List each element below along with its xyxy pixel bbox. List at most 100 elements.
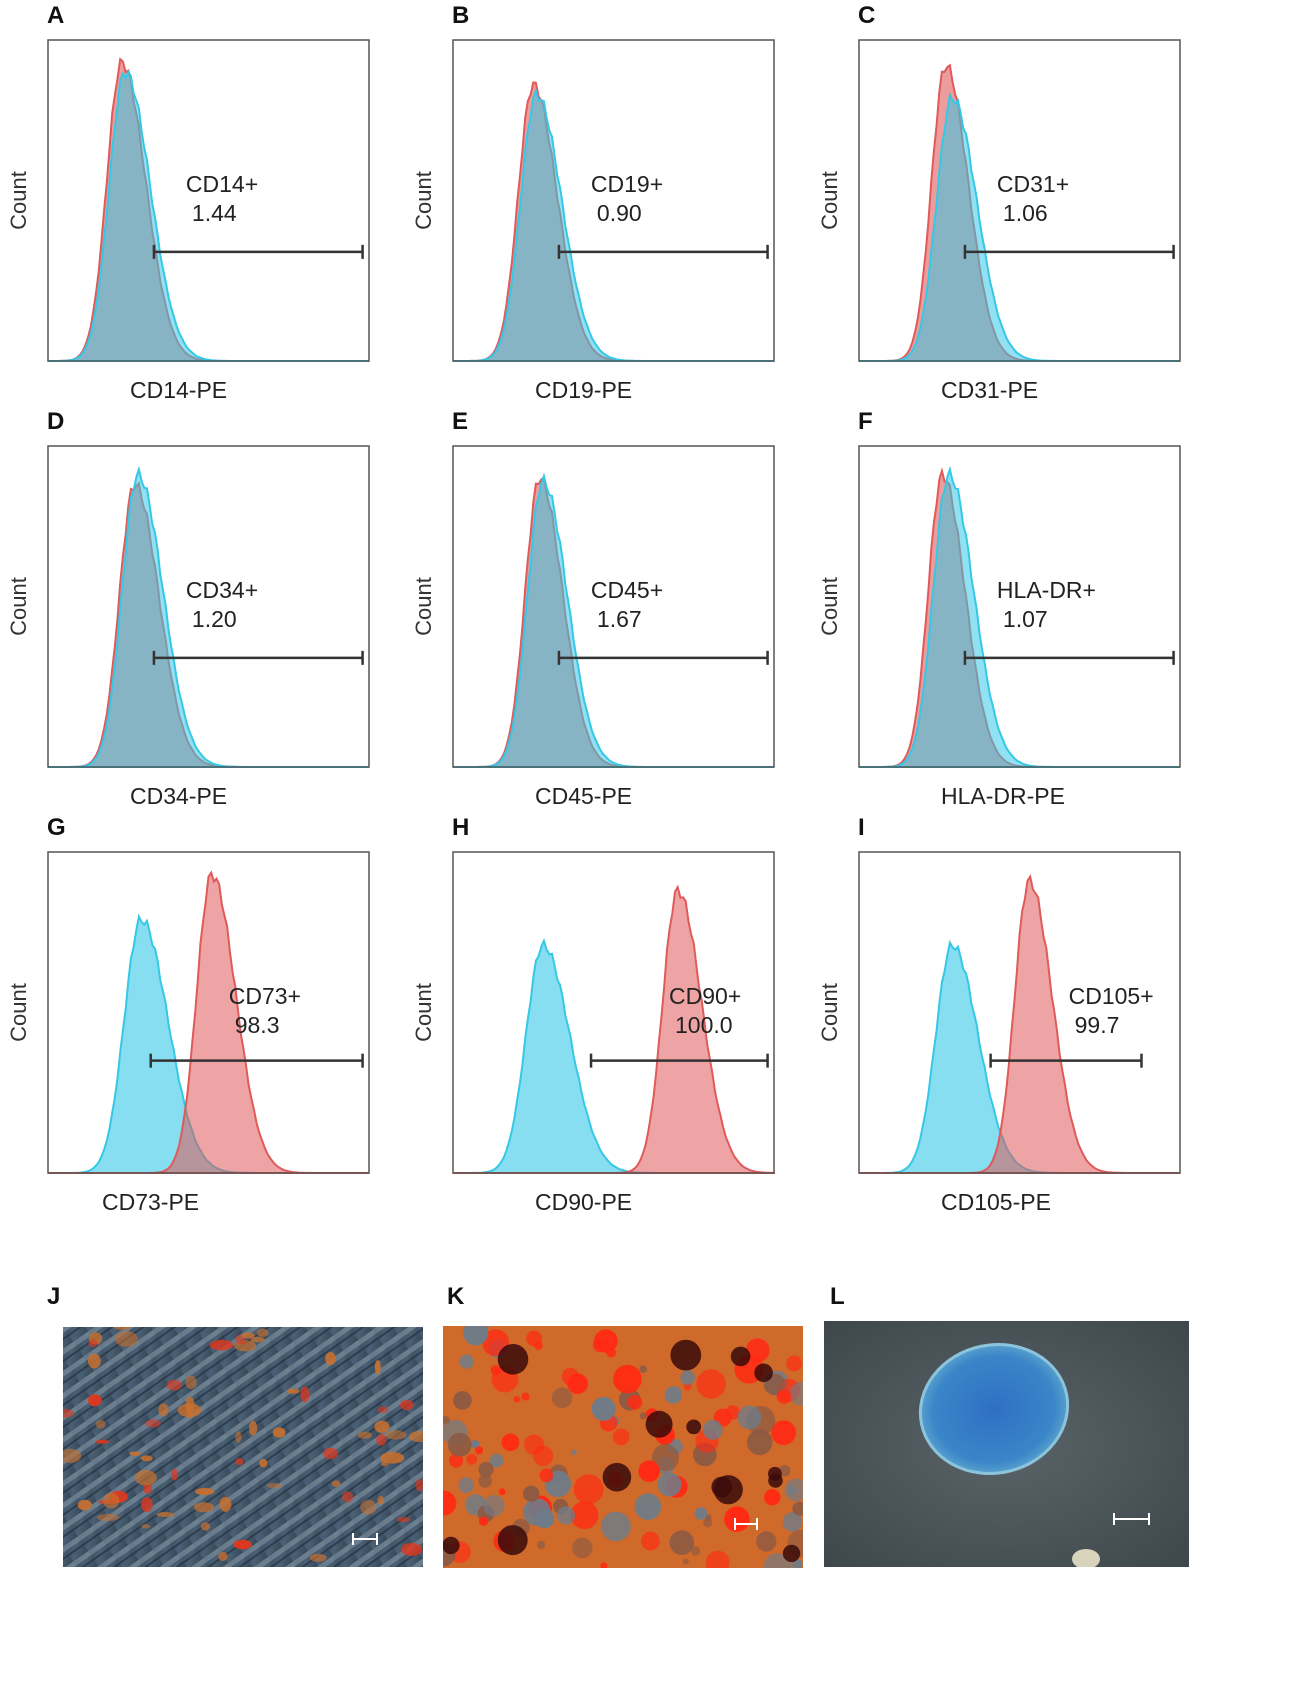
x-axis-label: CD34-PE xyxy=(130,783,227,809)
scale-bar-k xyxy=(734,1518,758,1530)
lipid-droplet xyxy=(498,1488,506,1496)
histogram-svg: CD31+ 1.06 Count CD31-PE xyxy=(817,39,1181,403)
panel-letter: C xyxy=(858,2,876,29)
stain-spot xyxy=(96,1513,120,1521)
dark-stain-cluster xyxy=(443,1536,460,1555)
gate-marker xyxy=(152,650,364,665)
lipid-droplet xyxy=(449,1453,464,1468)
lipid-droplet xyxy=(776,1389,792,1404)
gate-marker xyxy=(152,244,364,259)
lipid-droplet xyxy=(657,1472,682,1497)
lipid-droplet xyxy=(551,1387,573,1409)
lipid-droplet xyxy=(680,1370,695,1385)
stain-spot xyxy=(408,1431,423,1442)
histogram-series-b xyxy=(859,873,1180,1174)
stain-spot xyxy=(95,1439,109,1444)
stain-spot xyxy=(219,1496,232,1512)
stain-spot xyxy=(177,1403,202,1418)
lipid-droplet xyxy=(513,1395,521,1403)
stain-spot xyxy=(63,1408,74,1418)
y-axis-label: Count xyxy=(6,171,31,230)
lipid-droplet xyxy=(534,1341,543,1350)
lipid-droplet xyxy=(787,1485,797,1496)
lipid-droplet xyxy=(634,1493,662,1520)
lipid-droplet xyxy=(443,1490,457,1516)
stain-spot xyxy=(114,1331,138,1347)
lipid-droplet xyxy=(789,1382,803,1406)
histogram-svg: HLA-DR+ 1.07 Count HLA-DR-PE xyxy=(817,445,1181,809)
stain-spot xyxy=(342,1491,353,1503)
stain-spot xyxy=(195,1488,215,1496)
stain-spot xyxy=(102,1492,120,1509)
gate-label: CD73+ xyxy=(229,983,301,1009)
lipid-droplet xyxy=(466,1453,478,1465)
lipid-droplet xyxy=(474,1446,484,1455)
lipid-droplet xyxy=(478,1474,492,1488)
y-axis-label: Count xyxy=(411,577,436,636)
lipid-droplet xyxy=(470,1440,480,1449)
lipid-droplet xyxy=(463,1326,489,1346)
gate-label: CD90+ xyxy=(669,983,741,1009)
plot-frame xyxy=(858,851,1181,1174)
lipid-droplet xyxy=(613,1364,642,1394)
plot-frame xyxy=(858,39,1181,362)
gate-label: CD105+ xyxy=(1069,983,1154,1009)
stain-spot xyxy=(134,1470,157,1486)
osteogenic-stain-image xyxy=(63,1327,423,1567)
panel-letter: A xyxy=(47,2,65,29)
gate-label: HLA-DR+ xyxy=(997,577,1096,603)
lipid-droplet xyxy=(639,1365,648,1373)
lipid-droplet xyxy=(523,1485,540,1502)
lipid-droplet xyxy=(694,1507,708,1520)
plot-frame xyxy=(47,445,370,768)
histogram-panel-a: A CD14+ 1.44 Count CD14-PE xyxy=(0,0,420,420)
stain-spot xyxy=(309,1553,327,1562)
lipid-droplet xyxy=(570,1501,599,1530)
gate-marker xyxy=(963,650,1175,665)
stain-spot xyxy=(113,1327,131,1330)
x-axis-label: HLA-DR-PE xyxy=(941,783,1065,809)
stain-spot xyxy=(332,1480,341,1487)
histogram-svg: CD105+ 99.7 Count CD105-PE xyxy=(817,851,1181,1215)
lipid-droplet xyxy=(523,1434,545,1455)
lipid-droplet xyxy=(592,1337,608,1353)
plot-frame xyxy=(452,445,775,768)
stain-spot xyxy=(381,1460,389,1467)
scale-bar-j xyxy=(352,1533,378,1545)
gate-label: CD45+ xyxy=(591,577,663,603)
x-axis-label: CD73-PE xyxy=(102,1189,199,1215)
plot-frame xyxy=(47,39,370,362)
lipid-droplet xyxy=(490,1365,501,1376)
stain-spot xyxy=(166,1379,182,1391)
histogram-svg: CD19+ 0.90 Count CD19-PE xyxy=(411,39,775,403)
stain-spot xyxy=(209,1339,234,1351)
lipid-droplet xyxy=(606,1347,617,1358)
stain-spot xyxy=(272,1427,286,1438)
lipid-droplet xyxy=(601,1511,631,1542)
lipid-droplet xyxy=(702,1419,723,1440)
lipid-droplet xyxy=(453,1391,472,1410)
dark-stain-cluster xyxy=(645,1410,673,1438)
lipid-droplet xyxy=(521,1392,530,1401)
histogram-series-b xyxy=(859,91,1180,362)
adipogenic-stain-image xyxy=(443,1326,803,1568)
x-axis-label: CD45-PE xyxy=(535,783,632,809)
dark-stain-cluster xyxy=(497,1344,529,1375)
lipid-droplet xyxy=(703,1518,713,1528)
lipid-droplet xyxy=(764,1489,781,1506)
lipid-droplet xyxy=(561,1367,579,1386)
stain-spot xyxy=(256,1328,269,1337)
stain-spot xyxy=(400,1400,414,1410)
y-axis-label: Count xyxy=(817,577,842,636)
histogram-panel-i: I CD105+ 99.7 Count CD105-PE xyxy=(811,812,1231,1232)
y-axis-label: Count xyxy=(6,577,31,636)
lipid-droplet xyxy=(537,1540,546,1549)
micrograph-osteogenic xyxy=(63,1327,423,1567)
dark-stain-cluster xyxy=(497,1525,528,1556)
lipid-droplet xyxy=(705,1550,730,1568)
lipid-droplet xyxy=(682,1558,689,1565)
lipid-droplet xyxy=(535,1509,555,1529)
panel-letter: E xyxy=(452,408,469,435)
lipid-droplet xyxy=(539,1468,554,1483)
lipid-droplet xyxy=(669,1530,695,1555)
